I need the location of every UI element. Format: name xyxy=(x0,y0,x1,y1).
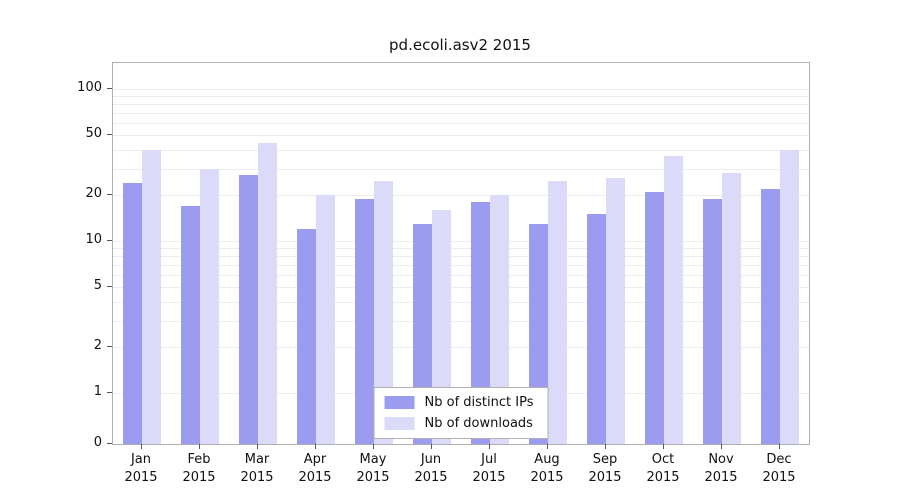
y-tick-label-5: 5 xyxy=(93,277,102,293)
x-tick-label-nov: Nov 2015 xyxy=(704,452,738,486)
y-tick-mark-100 xyxy=(107,88,112,89)
bar-downloads-nov xyxy=(722,173,741,444)
bar-downloads-feb xyxy=(200,168,219,444)
gridline-10 xyxy=(113,241,809,242)
bar-downloads-may xyxy=(374,180,393,444)
y-tick-label-2: 2 xyxy=(93,338,102,354)
gridline-6 xyxy=(113,274,809,276)
gridline-2 xyxy=(113,347,809,349)
y-tick-mark-1 xyxy=(107,392,112,393)
gridline-30 xyxy=(113,168,809,170)
legend-item-distinct-ips: Nb of distinct IPs xyxy=(384,395,534,410)
y-tick-mark-2 xyxy=(107,346,112,348)
x-tick-mark-nov xyxy=(721,444,722,449)
gridline-40 xyxy=(113,149,809,151)
y-tick-label-20: 20 xyxy=(85,186,102,202)
y-tick-mark-50 xyxy=(107,133,112,135)
x-tick-mark-jan xyxy=(141,444,142,449)
bar-distinct-ips-feb xyxy=(181,206,200,444)
gridline-9 xyxy=(113,248,809,249)
x-tick-mark-may xyxy=(373,444,374,449)
gridline-80 xyxy=(113,103,809,105)
x-tick-mark-jul xyxy=(489,444,490,449)
x-tick-label-oct: Oct 2015 xyxy=(646,452,680,486)
bar-downloads-oct xyxy=(664,156,683,444)
y-tick-mark-0 xyxy=(107,443,112,444)
y-tick-mark-20 xyxy=(107,194,112,196)
bar-downloads-aug xyxy=(548,180,567,444)
bar-downloads-dec xyxy=(780,149,799,444)
x-tick-mark-sep xyxy=(605,444,606,449)
bar-distinct-ips-jan xyxy=(123,183,142,444)
bar-distinct-ips-jul xyxy=(471,202,490,444)
bar-downloads-apr xyxy=(316,195,335,444)
gridline-5 xyxy=(113,286,809,288)
chart-title: pd.ecoli.asv2 2015 xyxy=(389,36,531,54)
y-tick-mark-10 xyxy=(107,240,112,241)
gridline-90 xyxy=(113,96,809,97)
bar-distinct-ips-oct xyxy=(645,192,664,444)
y-tick-label-1: 1 xyxy=(93,384,102,399)
x-tick-mark-oct xyxy=(663,444,664,449)
bar-distinct-ips-dec xyxy=(761,189,780,444)
gridline-3 xyxy=(113,320,809,322)
legend-swatch-distinct-ips xyxy=(384,396,415,409)
x-tick-label-sep: Sep 2015 xyxy=(588,452,622,486)
bar-downloads-jul xyxy=(490,195,509,444)
gridline-50 xyxy=(113,134,809,136)
x-tick-label-jan: Jan 2015 xyxy=(124,452,158,486)
gridline-4 xyxy=(113,301,809,303)
x-tick-mark-dec xyxy=(779,444,780,449)
x-tick-mark-jun xyxy=(431,444,432,449)
x-tick-label-dec: Dec 2015 xyxy=(762,452,796,486)
y-tick-label-10: 10 xyxy=(85,232,102,247)
x-tick-mark-apr xyxy=(315,444,316,449)
gridline-7 xyxy=(113,264,809,266)
x-tick-label-jul: Jul 2015 xyxy=(472,452,506,486)
y-tick-label-100: 100 xyxy=(77,80,102,95)
legend-swatch-downloads xyxy=(384,417,415,430)
y-tick-label-50: 50 xyxy=(85,125,102,141)
bar-distinct-ips-mar xyxy=(239,175,258,444)
x-tick-label-jun: Jun 2015 xyxy=(414,452,448,486)
x-tick-label-may: May 2015 xyxy=(356,452,390,486)
x-tick-label-aug: Aug 2015 xyxy=(530,452,564,486)
legend-label-downloads: Nb of downloads xyxy=(424,416,533,431)
gridline-100 xyxy=(113,89,809,90)
bar-distinct-ips-sep xyxy=(587,214,606,444)
bar-downloads-sep xyxy=(606,177,625,444)
gridline-20 xyxy=(113,195,809,197)
x-tick-mark-mar xyxy=(257,444,258,449)
legend-label-distinct-ips: Nb of distinct IPs xyxy=(424,395,534,410)
gridline-60 xyxy=(113,122,809,124)
bar-downloads-mar xyxy=(258,143,277,444)
legend: Nb of distinct IPs Nb of downloads xyxy=(373,387,549,439)
bar-downloads-jan xyxy=(142,149,161,444)
gridline-8 xyxy=(113,255,809,257)
x-tick-mark-aug xyxy=(547,444,548,449)
legend-item-downloads: Nb of downloads xyxy=(384,416,534,431)
bar-downloads-jun xyxy=(432,210,451,444)
x-tick-mark-feb xyxy=(199,444,200,449)
y-tick-mark-5 xyxy=(107,285,112,287)
gridline-70 xyxy=(113,112,809,114)
x-tick-label-mar: Mar 2015 xyxy=(240,452,274,486)
y-tick-label-0: 0 xyxy=(93,435,102,450)
bar-distinct-ips-nov xyxy=(703,198,722,444)
x-tick-label-apr: Apr 2015 xyxy=(298,452,332,486)
plot-area: Nb of distinct IPs Nb of downloads xyxy=(112,62,810,445)
bar-distinct-ips-may xyxy=(355,198,374,444)
bar-distinct-ips-apr xyxy=(297,229,316,444)
x-tick-label-feb: Feb 2015 xyxy=(182,452,216,486)
